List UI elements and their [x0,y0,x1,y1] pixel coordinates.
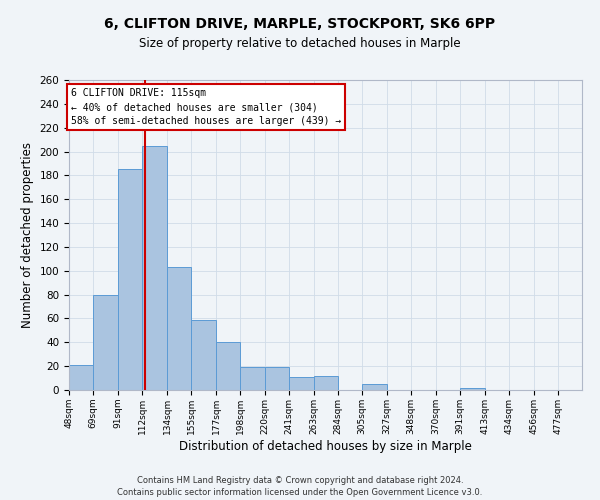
Bar [289,377,314,390]
Bar [191,320,216,390]
Y-axis label: Number of detached properties: Number of detached properties [21,142,34,328]
X-axis label: Distribution of detached houses by size in Marple: Distribution of detached houses by size … [179,440,472,452]
Bar [142,146,167,390]
Text: Contains HM Land Registry data © Crown copyright and database right 2024.: Contains HM Land Registry data © Crown c… [137,476,463,485]
Bar [69,365,93,390]
Text: 6, CLIFTON DRIVE, MARPLE, STOCKPORT, SK6 6PP: 6, CLIFTON DRIVE, MARPLE, STOCKPORT, SK6… [104,18,496,32]
Bar [118,170,142,390]
Bar [167,267,191,390]
Bar [362,384,387,390]
Text: 6 CLIFTON DRIVE: 115sqm
← 40% of detached houses are smaller (304)
58% of semi-d: 6 CLIFTON DRIVE: 115sqm ← 40% of detache… [71,88,341,126]
Bar [460,388,485,390]
Bar [93,294,118,390]
Bar [265,368,289,390]
Text: Size of property relative to detached houses in Marple: Size of property relative to detached ho… [139,38,461,51]
Bar [216,342,240,390]
Bar [314,376,338,390]
Text: Contains public sector information licensed under the Open Government Licence v3: Contains public sector information licen… [118,488,482,497]
Bar [240,368,265,390]
